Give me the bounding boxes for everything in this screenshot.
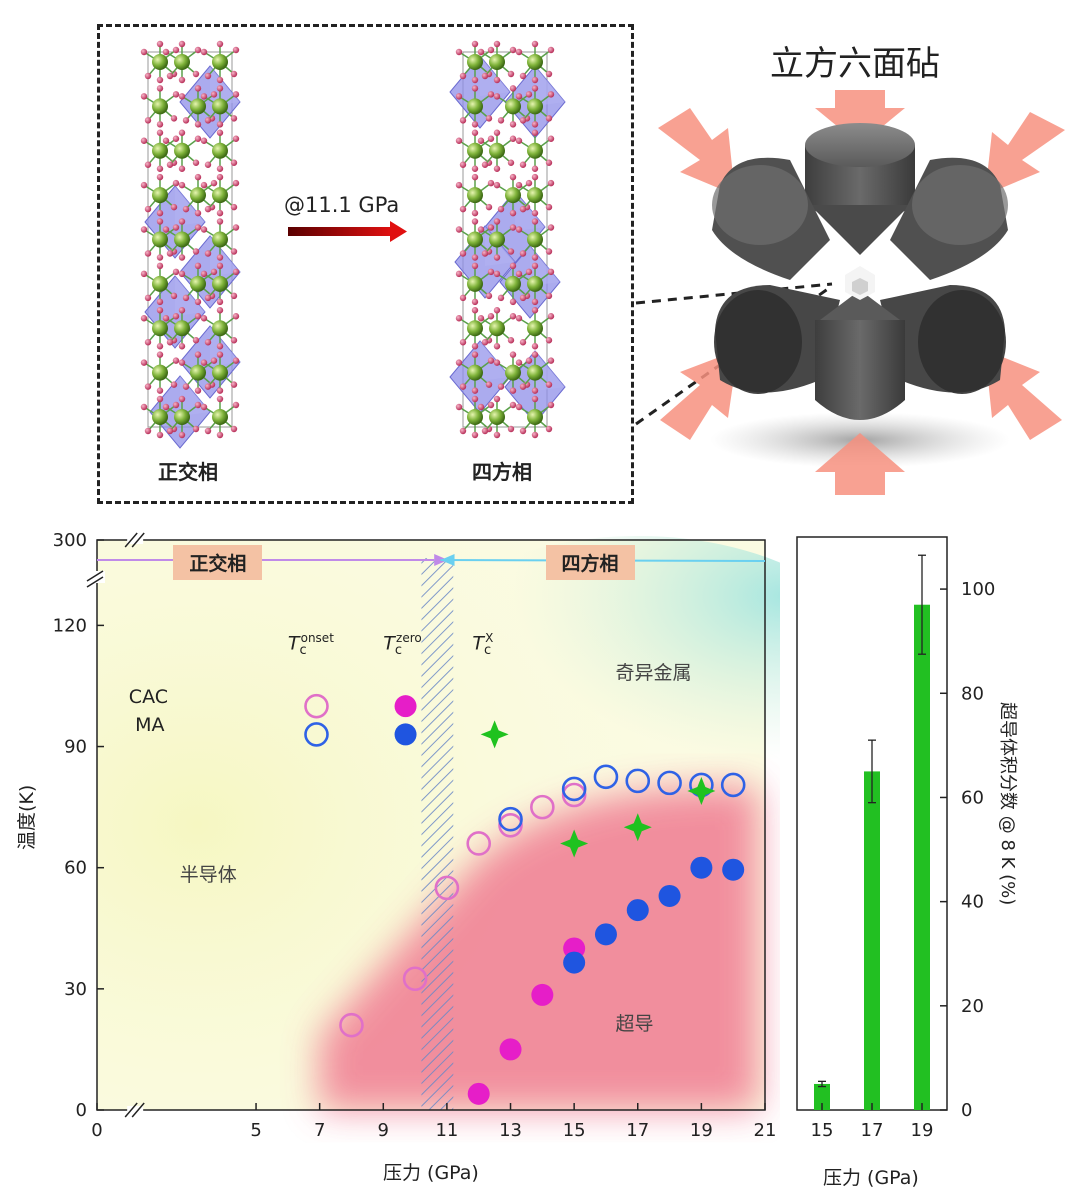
transition-arrow: [288, 221, 407, 242]
x-tick-label: 15: [563, 1120, 586, 1141]
x-tick-label: 21: [754, 1120, 777, 1141]
data-point: [434, 875, 460, 901]
semiconductor-region-label: 半导体: [179, 863, 237, 886]
structure-left-label: 正交相: [158, 460, 218, 484]
legend-marker: [394, 695, 417, 718]
data-point: [499, 1038, 522, 1061]
legend-tc-onset: Tconset: [287, 631, 334, 659]
transition-pressure-label: @11.1 GPa: [284, 193, 400, 217]
data-point: [560, 829, 589, 858]
phase-x-axis-label: 压力 (GPa): [383, 1162, 479, 1184]
y-tick-label: 300: [53, 530, 87, 551]
y-tick-label: 90: [64, 737, 87, 758]
data-point: [530, 794, 555, 820]
anvil-title: 立方六面砧: [770, 44, 940, 84]
data-point: [498, 812, 523, 838]
bar-x-axis-label: 压力 (GPa): [823, 1167, 919, 1189]
data-point: [561, 776, 587, 802]
structure-illustration: [140, 40, 1065, 495]
data-point: [623, 813, 652, 842]
bar: [864, 771, 880, 1110]
bar: [814, 1083, 830, 1110]
x-tick-label: 13: [499, 1120, 522, 1141]
data-point: [720, 772, 746, 798]
data-point: [563, 951, 586, 974]
legend-marker: [304, 693, 329, 719]
y-tick-label: 0: [76, 1100, 87, 1121]
orthorhombic-phase-label: 正交相: [173, 545, 263, 580]
superconductor-region-label: 超导: [615, 1013, 654, 1036]
strange-metal-region-label: 奇异金属: [615, 661, 692, 684]
x-tick-label: 11: [435, 1120, 458, 1141]
legend-row-cac: CAC: [128, 685, 168, 708]
bar-y-tick-label: 20: [961, 996, 984, 1017]
structure-right-label: 四方相: [472, 460, 532, 484]
data-point: [690, 856, 713, 879]
legend-tc-x: TcX: [472, 631, 494, 659]
data-point: [657, 770, 682, 796]
data-point: [561, 782, 587, 808]
x-tick-label: 5: [250, 1120, 261, 1141]
structure-panel: [97, 24, 634, 504]
data-point: [402, 966, 428, 992]
phase-y-axis-label: 温度(K): [16, 784, 38, 850]
data-point: [466, 831, 492, 856]
plot-frame: [96, 539, 766, 1111]
bar-y-tick-label: 80: [961, 683, 984, 704]
phase-transition-hatch: [421, 558, 454, 1110]
bar-y-axis-label: 超导体积分数 @ 8 K (%): [997, 702, 1018, 906]
bar: [914, 604, 930, 1110]
bar-x-tick-label: 19: [911, 1120, 934, 1141]
y-tick-label: 30: [64, 979, 87, 1000]
data-point: [687, 776, 716, 805]
bar-x-tick-label: 15: [811, 1120, 834, 1141]
x-tick-label: 19: [690, 1120, 713, 1141]
bar-y-tick-label: 40: [961, 892, 984, 913]
bar-y-tick-label: 100: [961, 579, 995, 600]
data-point: [626, 899, 649, 922]
y-axis-break: [86, 570, 104, 582]
volume-fraction-bar-chart: 0 20 40 60 80 100 15 17 19: [796, 536, 995, 1141]
data-point: [625, 768, 651, 794]
cubic-anvil-image: [658, 90, 1065, 495]
x-tick-label: 17: [626, 1120, 649, 1141]
x-tick-label: 0: [91, 1120, 102, 1141]
data-point: [658, 884, 681, 907]
bar-x-tick-label: 17: [861, 1120, 884, 1141]
x-tick-label: 7: [314, 1120, 325, 1141]
tetragonal-phase-label: 四方相: [545, 545, 635, 580]
y-tick-label: 60: [64, 858, 87, 879]
strange-metal-region: [387, 536, 780, 836]
phase-diagram: 0 5 7 9 11 13 15 17 19 21 0 30 60 90 120 300: [53, 530, 780, 1141]
y-tick-label: 120: [53, 615, 87, 636]
orthorhombic-structure-image: [140, 40, 241, 449]
legend-marker: [480, 720, 509, 749]
data-point: [498, 806, 523, 832]
legend-marker: [394, 723, 417, 746]
data-point: [593, 764, 619, 790]
data-point: [594, 923, 617, 946]
legend-marker: [304, 722, 329, 747]
x-axis-break-bottom: [124, 1102, 138, 1118]
data-point: [339, 1012, 364, 1038]
bar-y-tick-label: 60: [961, 787, 984, 808]
legend-tc-zero: Tczero: [383, 631, 422, 659]
x-axis-break-top: [124, 532, 138, 548]
data-point: [722, 858, 745, 881]
data-point: [467, 1082, 490, 1105]
legend-row-ma: MA: [135, 714, 165, 737]
bar-y-tick-label: 0: [961, 1100, 972, 1121]
data-point: [531, 983, 554, 1006]
x-tick-label: 9: [378, 1120, 389, 1141]
tetragonal-structure-image: [449, 40, 566, 439]
